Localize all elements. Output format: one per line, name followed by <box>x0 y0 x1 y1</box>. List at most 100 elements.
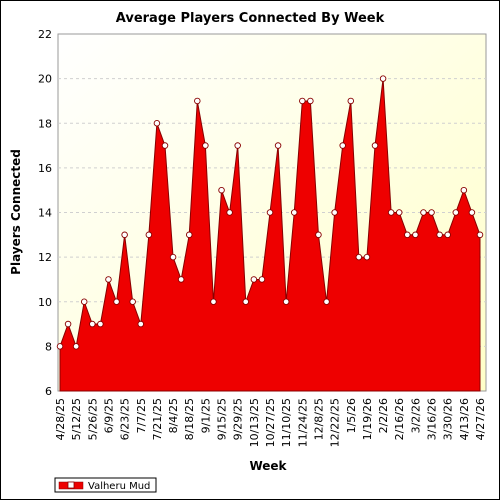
x-axis-title: Week <box>249 459 287 473</box>
series-area <box>59 78 481 392</box>
x-tick-label: 9/15/25 <box>216 398 229 440</box>
x-tick-label: 1/19/26 <box>361 398 374 440</box>
data-point <box>452 209 460 216</box>
data-point <box>80 298 88 306</box>
x-tick-label: 2/2/26 <box>377 398 390 433</box>
y-tick-label: 16 <box>38 162 52 175</box>
data-point <box>56 343 64 350</box>
y-tick-label: 8 <box>45 340 52 353</box>
x-tick-label: 4/13/26 <box>458 398 471 440</box>
y-tick-label: 22 <box>38 28 52 41</box>
legend-marker <box>67 481 75 489</box>
y-tick-label: 12 <box>38 251 52 264</box>
data-point <box>72 343 80 350</box>
data-point <box>161 142 169 149</box>
y-tick-label: 20 <box>38 73 52 86</box>
x-tick-label: 2/16/26 <box>393 398 406 440</box>
data-point <box>129 298 136 306</box>
x-tick-label: 11/24/25 <box>296 398 309 447</box>
data-point <box>363 253 371 261</box>
x-tick-label: 3/2/26 <box>409 398 422 433</box>
data-point <box>395 209 403 216</box>
data-point <box>339 142 346 149</box>
legend-label: Valheru Mud <box>88 481 150 492</box>
data-point <box>105 276 112 283</box>
x-tick-label: 9/1/25 <box>199 398 212 433</box>
x-tick-label: 10/13/25 <box>248 398 261 447</box>
data-point <box>113 298 120 306</box>
x-tick-label: 1/5/26 <box>345 398 358 433</box>
chart-title: Average Players Connected By Week <box>116 11 385 26</box>
y-tick-label: 14 <box>38 207 52 220</box>
data-point <box>266 209 274 216</box>
data-point <box>89 320 96 328</box>
data-point <box>428 209 435 216</box>
data-point <box>412 231 419 239</box>
x-tick-label: 9/29/25 <box>232 398 245 440</box>
data-point <box>379 75 387 82</box>
data-point <box>202 142 209 149</box>
data-point <box>323 298 330 306</box>
data-point <box>64 320 72 328</box>
data-point <box>331 209 338 216</box>
data-point <box>274 142 282 149</box>
y-axis-title: Players Connected <box>9 149 23 275</box>
data-point <box>468 209 476 216</box>
x-axis-ticks: 4/28/25 5/12/25 5/26/25 6/9/25 6/23/25 7/7/25… <box>54 398 487 447</box>
data-point <box>258 276 266 283</box>
data-point <box>210 298 217 306</box>
legend: Valheru Mud <box>54 477 157 493</box>
y-axis-ticks: 6 8 10 12 14 16 18 20 22 <box>38 28 52 398</box>
data-point <box>218 186 225 194</box>
data-point <box>476 231 484 239</box>
data-point <box>282 298 290 306</box>
data-point <box>250 276 258 283</box>
x-tick-label: 3/30/26 <box>442 398 455 440</box>
x-tick-label: 12/22/25 <box>329 398 342 447</box>
data-point <box>226 209 233 216</box>
x-tick-label: 6/23/25 <box>119 398 132 440</box>
x-tick-label: 4/27/26 <box>474 398 487 440</box>
data-point <box>97 320 104 328</box>
data-point <box>137 320 145 328</box>
x-tick-label: 11/10/25 <box>280 398 293 447</box>
x-tick-label: 7/7/25 <box>135 398 148 433</box>
x-tick-label: 5/26/25 <box>86 398 99 440</box>
series-markers <box>56 75 484 350</box>
x-tick-label: 10/27/25 <box>264 398 277 447</box>
x-tick-label: 4/28/25 <box>54 398 67 440</box>
data-point <box>371 142 379 149</box>
data-point <box>290 209 298 216</box>
data-point <box>169 253 177 261</box>
data-point <box>307 97 314 105</box>
data-point <box>299 97 306 105</box>
data-point <box>387 209 395 216</box>
data-point <box>121 231 128 239</box>
data-point <box>153 119 161 127</box>
x-tick-label: 5/12/25 <box>70 398 83 440</box>
data-point <box>436 231 443 239</box>
x-tick-label: 12/8/25 <box>312 398 325 440</box>
data-point <box>177 276 185 283</box>
data-point <box>194 97 201 105</box>
y-tick-label: 6 <box>45 385 52 398</box>
data-point <box>315 231 322 239</box>
data-point <box>460 186 468 194</box>
y-tick-label: 18 <box>38 117 52 130</box>
x-tick-label: 6/9/25 <box>102 398 115 433</box>
y-tick-label: 10 <box>38 296 52 309</box>
x-tick-label: 8/18/25 <box>183 398 196 440</box>
data-point <box>185 231 193 239</box>
data-point <box>420 209 427 216</box>
data-point <box>347 97 355 105</box>
data-point <box>444 231 451 239</box>
data-point <box>404 231 411 239</box>
data-point <box>234 142 241 149</box>
data-point <box>355 253 363 261</box>
x-tick-label: 7/21/25 <box>151 398 164 440</box>
x-tick-label: 3/16/26 <box>426 398 439 440</box>
data-point <box>242 298 250 306</box>
data-point <box>145 231 153 239</box>
x-tick-label: 8/4/25 <box>167 398 180 433</box>
